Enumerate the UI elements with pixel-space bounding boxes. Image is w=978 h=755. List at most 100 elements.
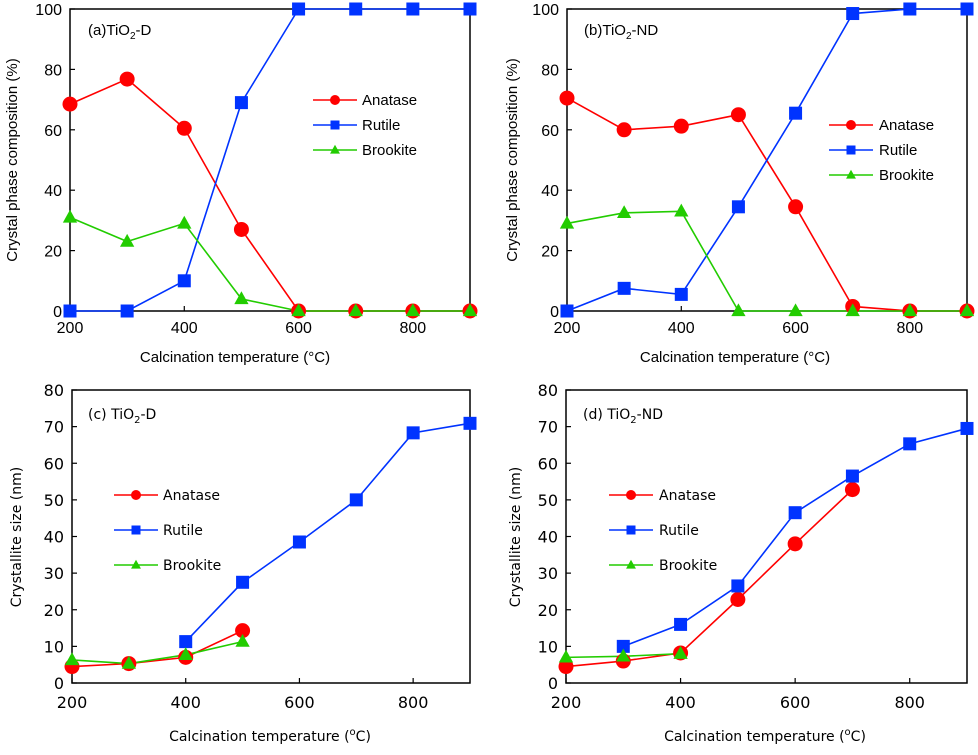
- x-axis-title: Calcination temperature (°C): [640, 349, 830, 366]
- legend-item-anatase: Anatase: [829, 117, 934, 134]
- series-line-rutile: [185, 422, 471, 643]
- data-point-rutile: [617, 281, 631, 295]
- series-line-rutile: [566, 8, 967, 312]
- data-point-anatase: [62, 96, 78, 112]
- data-point-rutile: [463, 416, 477, 430]
- y-tick-label: 0: [54, 674, 64, 693]
- y-axis-title: Crystallite size (nm): [9, 467, 25, 607]
- data-point-rutile: [120, 304, 134, 318]
- data-point-brookite: [62, 209, 78, 223]
- y-tick-label: 20: [538, 601, 558, 620]
- legend-marker-icon: [330, 120, 340, 130]
- series-markers-brookite: [558, 646, 688, 663]
- data-point-anatase: [559, 90, 575, 106]
- series-line-brookite: [71, 640, 243, 665]
- legend-label: Rutile: [163, 523, 203, 539]
- chart-panel-a: 0 20 40 60 80 100 200 400 600 800 Calcination temp…: [4, 2, 478, 366]
- legend-marker-icon: [330, 95, 340, 105]
- legend-marker-icon: [131, 525, 141, 535]
- chart-panel-c: 0 10 20 30 40 50 60 70 80 200 400 600 800 Calcination…: [9, 381, 477, 745]
- data-point-rutile: [845, 469, 859, 483]
- y-axis-title: Crystal phase composition (%): [504, 58, 521, 261]
- y-tick-label: 70: [538, 418, 558, 437]
- x-tick-label: 600: [782, 320, 809, 337]
- panel-label: (c) TiO2-D: [88, 407, 156, 426]
- data-point-anatase: [844, 482, 860, 498]
- data-point-brookite: [291, 303, 306, 317]
- data-point-rutile: [674, 287, 688, 301]
- x-tick-label: 200: [554, 320, 581, 337]
- legend-item-brookite: Brookite: [829, 167, 934, 184]
- data-point-anatase: [233, 221, 249, 237]
- data-point-rutile: [960, 2, 974, 16]
- x-tick-label: 200: [57, 320, 84, 337]
- series-markers-brookite: [62, 209, 478, 317]
- legend-marker-icon: [626, 490, 636, 500]
- y-tick-label: 10: [44, 637, 64, 656]
- legend-label: Rutile: [879, 142, 917, 159]
- series-markers-brookite: [64, 633, 250, 669]
- legend-marker-icon: [846, 120, 856, 130]
- legend-label: Anatase: [362, 92, 417, 109]
- data-point-brookite: [559, 215, 575, 229]
- series-line-anatase: [565, 489, 853, 668]
- x-tick-label: 800: [398, 693, 429, 712]
- data-point-brookite: [558, 649, 574, 663]
- legend-item-brookite: Brookite: [609, 558, 717, 574]
- legend-label: Brookite: [879, 167, 934, 184]
- x-tick-label: 600: [780, 693, 811, 712]
- data-point-brookite: [119, 233, 135, 247]
- data-point-brookite: [673, 646, 688, 659]
- legend-item-brookite: Brookite: [114, 558, 221, 574]
- data-point-brookite: [902, 303, 918, 317]
- y-tick-label: 70: [44, 418, 64, 437]
- y-tick-label: 60: [44, 123, 62, 140]
- series-markers-rutile: [560, 2, 974, 318]
- legend-marker-icon: [626, 559, 636, 569]
- data-point-rutile: [179, 635, 193, 649]
- y-tick-label: 80: [538, 381, 558, 400]
- x-tick-label: 800: [400, 320, 427, 337]
- data-point-rutile: [234, 96, 248, 110]
- data-point-brookite: [121, 655, 137, 669]
- series-line-brookite: [566, 210, 967, 312]
- legend-label: Rutile: [659, 523, 699, 539]
- data-point-rutile: [731, 200, 745, 214]
- series-line-rutile: [70, 8, 470, 312]
- legend-marker-icon: [131, 490, 141, 500]
- data-point-brookite: [178, 647, 193, 660]
- data-point-rutile: [788, 506, 802, 520]
- data-point-rutile: [846, 7, 860, 21]
- y-tick-label: 60: [541, 123, 559, 140]
- y-axis-title: Crystallite size (nm): [508, 467, 524, 607]
- data-point-rutile: [616, 639, 630, 653]
- y-tick-label: 20: [541, 244, 559, 261]
- y-tick-label: 0: [548, 674, 558, 693]
- legend-label: Rutile: [362, 117, 400, 134]
- data-point-anatase: [176, 120, 192, 136]
- x-tick-label: 200: [551, 693, 582, 712]
- legend-label: Brookite: [163, 558, 221, 574]
- data-point-rutile: [731, 579, 745, 593]
- panel-label: (b)TiO2-ND: [584, 22, 658, 42]
- x-tick-label: 400: [668, 320, 695, 337]
- x-tick-label: 800: [897, 320, 924, 337]
- legend-label: Anatase: [659, 488, 716, 504]
- data-point-anatase: [787, 536, 803, 552]
- legend-item-anatase: Anatase: [313, 92, 417, 109]
- y-tick-label: 80: [44, 62, 62, 79]
- series-markers-rutile: [179, 416, 477, 649]
- legend-item-anatase: Anatase: [114, 488, 220, 504]
- legend-marker-icon: [626, 525, 636, 535]
- legend-marker-icon: [330, 144, 340, 154]
- y-tick-label: 30: [538, 564, 558, 583]
- data-point-rutile: [960, 421, 974, 435]
- y-tick-label: 80: [44, 381, 64, 400]
- data-point-rutile: [292, 535, 306, 549]
- data-point-rutile: [903, 2, 917, 16]
- y-tick-label: 20: [44, 601, 64, 620]
- plot-frame: [565, 389, 968, 684]
- legend-label: Anatase: [163, 488, 220, 504]
- x-tick-label: 400: [665, 693, 696, 712]
- series-markers-brookite: [559, 203, 975, 317]
